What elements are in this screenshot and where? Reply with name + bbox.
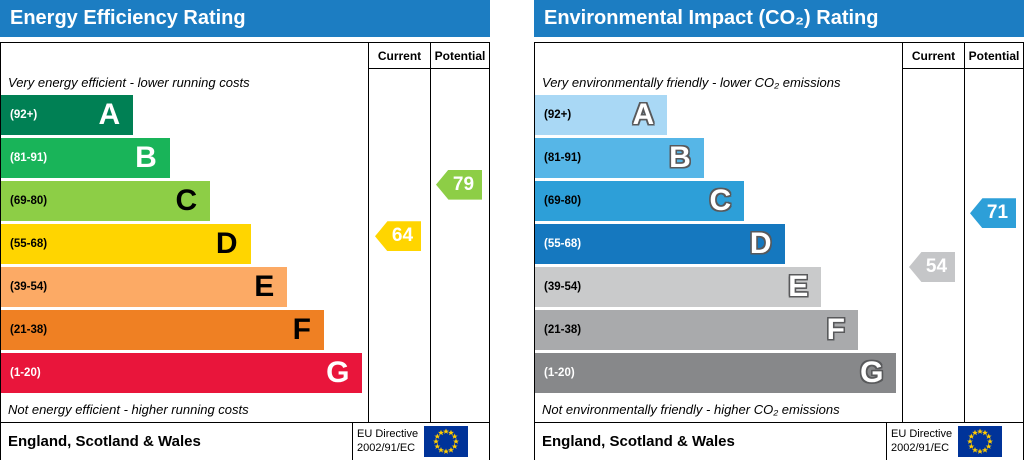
energy-efficiency-chart: Energy Efficiency Rating Very energy eff… xyxy=(0,0,490,460)
eu-directive-box: EU Directive 2002/91/EC xyxy=(352,423,489,460)
band-letter: A xyxy=(98,98,121,131)
eu-directive-line2: 2002/91/EC xyxy=(357,441,416,454)
band-bar-e: (39-54) E xyxy=(535,267,822,307)
rating-table: Very energy efficient - lower running co… xyxy=(0,42,490,423)
band-letter: E xyxy=(788,270,809,303)
band-range-label: (92+) xyxy=(10,109,38,121)
band-letter: B xyxy=(669,141,691,174)
band-range-label: (55-68) xyxy=(544,238,582,250)
band-row-e: (39-54) E xyxy=(1,267,368,310)
band-row-c: (69-80) C xyxy=(1,181,368,224)
band-bar-c: (69-80) C xyxy=(535,181,745,221)
band-range-label: (39-54) xyxy=(544,281,582,293)
band-row-c: (69-80) C xyxy=(535,181,902,224)
band-range-label: (69-80) xyxy=(544,195,582,207)
chart-title-bar: Environmental Impact (CO₂) Rating xyxy=(534,0,1024,37)
band-bar-f: (21-38) F xyxy=(535,310,858,350)
band-bar-b: (81-91) B xyxy=(535,138,704,178)
band-range-label: (21-38) xyxy=(10,324,48,336)
band-bar-f: (21-38) F xyxy=(1,310,324,350)
band-range-label: (39-54) xyxy=(10,281,48,293)
band-range-label: (55-68) xyxy=(10,238,48,250)
eu-directive-text: EU Directive 2002/91/EC xyxy=(357,428,418,454)
band-letter: F xyxy=(826,313,845,346)
band-bar-a: (92+) A xyxy=(535,95,668,135)
band-list: (92+) A (81-91) B (69-80) C (55-68) D (39-54) E (2… xyxy=(535,95,902,396)
chart-footer: England, Scotland & Wales EU Directive 2… xyxy=(0,423,490,460)
potential-column: Potential xyxy=(430,43,489,422)
potential-column-header: Potential xyxy=(965,43,1023,69)
band-range-label: (1-20) xyxy=(544,367,575,379)
bottom-caption: Not energy efficient - higher running co… xyxy=(8,401,249,417)
band-row-f: (21-38) F xyxy=(535,310,902,353)
band-range-label: (81-91) xyxy=(10,152,48,164)
potential-column-header: Potential xyxy=(431,43,489,69)
band-letter: C xyxy=(709,184,732,217)
band-range-label: (21-38) xyxy=(544,324,582,336)
top-caption: Very environmentally friendly - lower CO… xyxy=(542,74,841,90)
band-bar-d: (55-68) D xyxy=(1,224,251,264)
bottom-caption: Not environmentally friendly - higher CO… xyxy=(542,401,840,417)
current-column: Current xyxy=(368,43,430,422)
environmental-impact-chart: Environmental Impact (CO₂) Rating Very e… xyxy=(534,0,1024,460)
band-row-b: (81-91) B xyxy=(1,138,368,181)
chart-footer: England, Scotland & Wales EU Directive 2… xyxy=(534,423,1024,460)
band-letter: C xyxy=(175,184,198,217)
band-range-label: (81-91) xyxy=(544,152,582,164)
band-letter: E xyxy=(254,270,275,303)
band-row-g: (1-20) G xyxy=(535,353,902,396)
potential-column: Potential xyxy=(964,43,1023,422)
band-letter: F xyxy=(292,313,311,346)
top-caption: Very energy efficient - lower running co… xyxy=(8,74,250,90)
eu-flag-icon xyxy=(958,426,1003,457)
eu-directive-box: EU Directive 2002/91/EC xyxy=(886,423,1023,460)
band-letter: D xyxy=(215,227,238,260)
band-row-b: (81-91) B xyxy=(535,138,902,181)
band-row-e: (39-54) E xyxy=(535,267,902,310)
band-letter: G xyxy=(326,356,350,389)
band-bar-e: (39-54) E xyxy=(1,267,288,307)
current-column-header: Current xyxy=(369,43,430,69)
band-letter: D xyxy=(749,227,772,260)
band-list: (92+) A (81-91) B (69-80) C (55-68) D (39-54) E (2… xyxy=(1,95,368,396)
rating-table: Very environmentally friendly - lower CO… xyxy=(534,42,1024,423)
band-row-a: (92+) A xyxy=(1,95,368,138)
eu-directive-text: EU Directive 2002/91/EC xyxy=(891,428,952,454)
band-letter: A xyxy=(632,98,655,131)
band-area: Very energy efficient - lower running co… xyxy=(1,43,368,422)
eu-flag-icon xyxy=(424,426,469,457)
band-bar-g: (1-20) G xyxy=(1,353,363,393)
footer-region-label: England, Scotland & Wales xyxy=(542,433,735,450)
band-letter: B xyxy=(135,141,157,174)
band-row-f: (21-38) F xyxy=(1,310,368,353)
footer-region-label: England, Scotland & Wales xyxy=(8,433,201,450)
chart-title-bar: Energy Efficiency Rating xyxy=(0,0,490,37)
band-range-label: (69-80) xyxy=(10,195,48,207)
band-range-label: (1-20) xyxy=(10,367,41,379)
band-letter: G xyxy=(860,356,884,389)
band-row-d: (55-68) D xyxy=(535,224,902,267)
band-bar-c: (69-80) C xyxy=(1,181,211,221)
band-area: Very environmentally friendly - lower CO… xyxy=(535,43,902,422)
band-row-g: (1-20) G xyxy=(1,353,368,396)
eu-directive-line2: 2002/91/EC xyxy=(891,441,950,454)
band-row-d: (55-68) D xyxy=(1,224,368,267)
current-column-header: Current xyxy=(903,43,964,69)
band-bar-g: (1-20) G xyxy=(535,353,897,393)
band-bar-a: (92+) A xyxy=(1,95,134,135)
chart-title: Environmental Impact (CO₂) Rating xyxy=(544,7,879,29)
chart-title: Energy Efficiency Rating xyxy=(10,7,246,29)
current-column: Current xyxy=(902,43,964,422)
band-bar-d: (55-68) D xyxy=(535,224,785,264)
band-bar-b: (81-91) B xyxy=(1,138,170,178)
eu-directive-line1: EU Directive xyxy=(357,428,419,441)
band-row-a: (92+) A xyxy=(535,95,902,138)
eu-directive-line1: EU Directive xyxy=(891,428,953,441)
band-range-label: (92+) xyxy=(544,109,572,121)
